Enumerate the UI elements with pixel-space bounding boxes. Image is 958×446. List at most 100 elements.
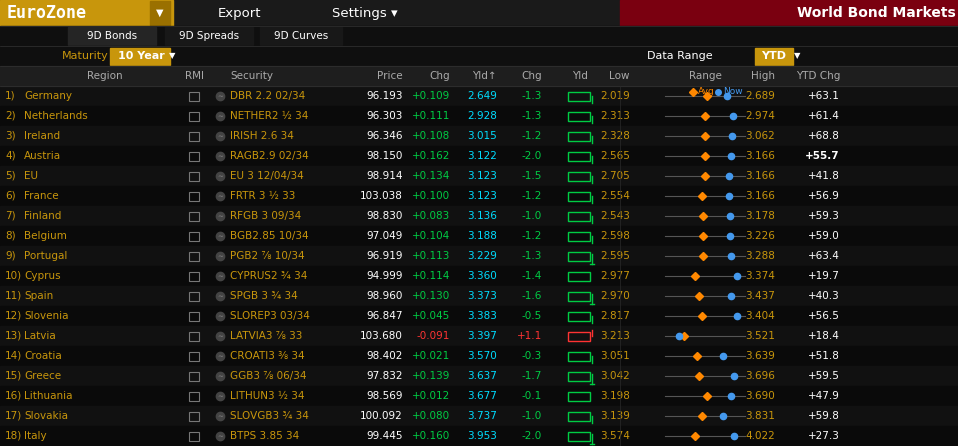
Bar [568, 331, 590, 340]
Text: Ireland: Ireland [24, 131, 60, 141]
Bar [0, 0, 958, 26]
Text: ∼: ∼ [217, 373, 223, 379]
Text: +27.3: +27.3 [809, 431, 840, 441]
Text: 2.019: 2.019 [601, 91, 630, 101]
Text: 3.123: 3.123 [468, 171, 497, 181]
Text: Netherlands: Netherlands [24, 111, 88, 121]
Bar [0, 406, 958, 426]
Text: 3.062: 3.062 [745, 131, 775, 141]
Text: ∼: ∼ [217, 273, 223, 279]
Text: PGB2 ⅞ 10/34: PGB2 ⅞ 10/34 [230, 251, 305, 261]
Text: +0.114: +0.114 [412, 271, 450, 281]
Bar [0, 86, 958, 106]
Text: Slovenia: Slovenia [24, 311, 69, 321]
Text: ▼: ▼ [156, 8, 164, 18]
Bar [68, 27, 156, 45]
Text: ∼: ∼ [217, 413, 223, 419]
Text: Chg: Chg [429, 71, 450, 81]
Text: +19.7: +19.7 [809, 271, 840, 281]
Bar [189, 272, 199, 281]
Text: Export: Export [218, 7, 262, 20]
Bar [189, 191, 199, 201]
Text: ∼: ∼ [217, 173, 223, 179]
Text: 3.229: 3.229 [468, 251, 497, 261]
Text: 3.015: 3.015 [468, 131, 497, 141]
Text: 3.737: 3.737 [468, 411, 497, 421]
Text: +41.8: +41.8 [809, 171, 840, 181]
Text: High: High [751, 71, 775, 81]
Bar [150, 1, 170, 25]
Text: +0.113: +0.113 [412, 251, 450, 261]
Bar [189, 412, 199, 421]
Text: GGB3 ⅞ 06/34: GGB3 ⅞ 06/34 [230, 371, 307, 381]
Text: +0.111: +0.111 [412, 111, 450, 121]
Text: ▼: ▼ [169, 51, 175, 61]
Text: 3.690: 3.690 [745, 391, 775, 401]
Text: 5): 5) [5, 171, 15, 181]
Bar [0, 66, 958, 86]
Text: 3.374: 3.374 [745, 271, 775, 281]
Text: 96.847: 96.847 [367, 311, 403, 321]
Text: -1.0: -1.0 [522, 411, 542, 421]
Text: 14): 14) [5, 351, 22, 361]
Text: 98.150: 98.150 [367, 151, 403, 161]
Text: ▼: ▼ [794, 51, 800, 61]
Text: RFGB 3 09/34: RFGB 3 09/34 [230, 211, 301, 221]
Text: LITHUN3 ½ 34: LITHUN3 ½ 34 [230, 391, 305, 401]
Text: +0.080: +0.080 [412, 411, 450, 421]
Text: Low: Low [609, 71, 630, 81]
Text: +0.108: +0.108 [412, 131, 450, 141]
Bar [568, 431, 590, 441]
Text: Slovakia: Slovakia [24, 411, 68, 421]
Text: 3.042: 3.042 [601, 371, 630, 381]
Bar [568, 191, 590, 201]
Text: 3.198: 3.198 [600, 391, 630, 401]
Text: 15): 15) [5, 371, 22, 381]
Text: +47.9: +47.9 [809, 391, 840, 401]
Text: +0.162: +0.162 [412, 151, 450, 161]
Text: EuroZone: EuroZone [7, 4, 87, 22]
Text: 3.051: 3.051 [601, 351, 630, 361]
Text: 3.139: 3.139 [600, 411, 630, 421]
Bar [260, 27, 342, 45]
Bar [0, 46, 958, 66]
Text: -1.3: -1.3 [521, 111, 542, 121]
Text: 3.570: 3.570 [468, 351, 497, 361]
Text: 94.999: 94.999 [367, 271, 403, 281]
Bar [568, 372, 590, 380]
Text: 2.689: 2.689 [745, 91, 775, 101]
Text: +0.130: +0.130 [412, 291, 450, 301]
Text: +0.134: +0.134 [412, 171, 450, 181]
Text: 3.373: 3.373 [468, 291, 497, 301]
Text: 13): 13) [5, 331, 22, 341]
Text: +0.045: +0.045 [412, 311, 450, 321]
Text: Range: Range [689, 71, 721, 81]
Text: Region: Region [87, 71, 123, 81]
Bar [0, 286, 958, 306]
Text: CYPRUS2 ¾ 34: CYPRUS2 ¾ 34 [230, 271, 308, 281]
Bar [568, 152, 590, 161]
Bar [568, 211, 590, 220]
Text: CROATI3 ⅜ 34: CROATI3 ⅜ 34 [230, 351, 305, 361]
Text: Yld: Yld [572, 71, 588, 81]
Text: Chg: Chg [521, 71, 542, 81]
Bar [568, 172, 590, 181]
Text: 8): 8) [5, 231, 15, 241]
Text: +63.1: +63.1 [809, 91, 840, 101]
Text: 3.188: 3.188 [468, 231, 497, 241]
Text: 3.383: 3.383 [468, 311, 497, 321]
Bar [189, 172, 199, 181]
Text: ∼: ∼ [217, 293, 223, 299]
Text: -1.3: -1.3 [521, 251, 542, 261]
Text: -1.2: -1.2 [521, 231, 542, 241]
Bar [0, 146, 958, 166]
Text: ∼: ∼ [217, 113, 223, 119]
Text: -1.2: -1.2 [521, 191, 542, 201]
Bar [189, 91, 199, 100]
Text: ∼: ∼ [217, 213, 223, 219]
Text: ∼: ∼ [217, 353, 223, 359]
Text: -1.3: -1.3 [521, 91, 542, 101]
Text: ∼: ∼ [217, 93, 223, 99]
Text: Settings ▾: Settings ▾ [332, 7, 398, 20]
Text: 2.970: 2.970 [601, 291, 630, 301]
